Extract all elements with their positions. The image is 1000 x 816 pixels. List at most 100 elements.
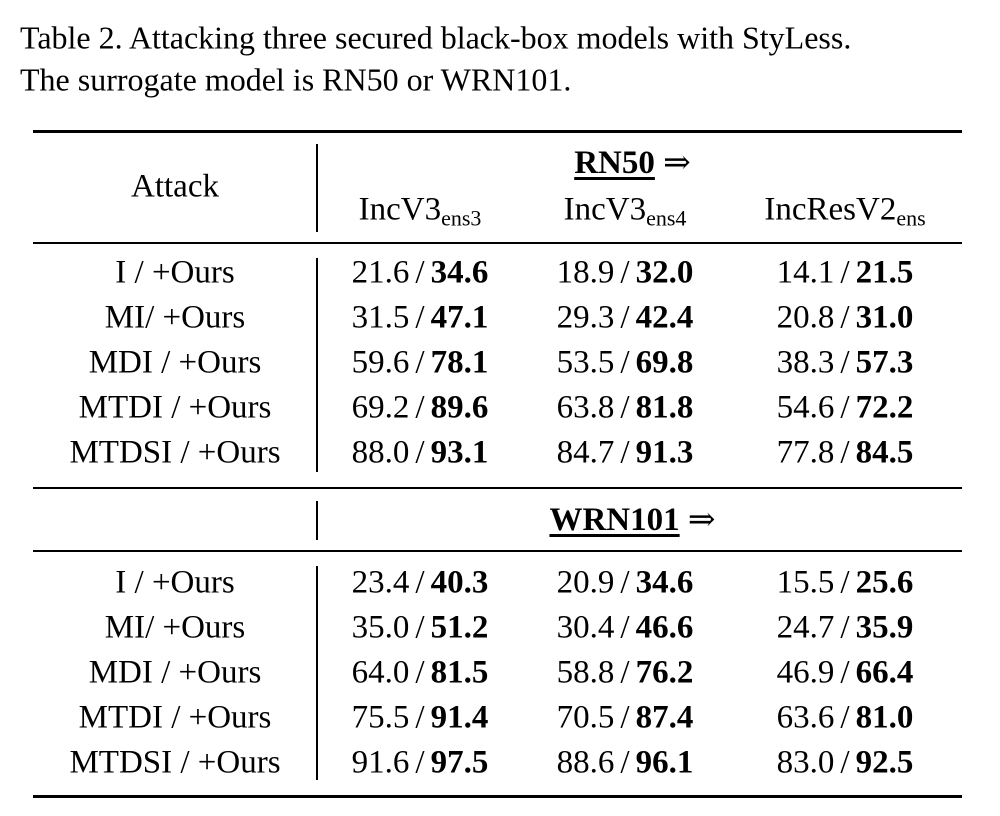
ours-value: 35.9 [855, 609, 914, 646]
ours-value: 72.2 [855, 389, 914, 426]
separator: / [415, 254, 425, 291]
ours-value: 91.3 [635, 434, 694, 471]
baseline-value: 91.6 [351, 744, 410, 781]
baseline-value: 38.3 [776, 344, 835, 381]
ours-value: 34.6 [635, 564, 694, 601]
rule [33, 550, 962, 552]
ours-value: 42.4 [635, 299, 694, 336]
table-cell: 88.6/96.1 [557, 745, 694, 782]
separator: / [415, 434, 425, 471]
baseline-value: 14.1 [776, 254, 835, 291]
separator: / [840, 344, 850, 381]
table-cell: 84.7/91.3 [557, 435, 694, 472]
column-header: IncV3ens3 [358, 191, 482, 231]
column-subscript: ens4 [646, 205, 687, 231]
ours-value: 92.5 [855, 744, 914, 781]
baseline-value: 23.4 [351, 564, 410, 601]
caption-line: The surrogate model is RN50 or WRN101. [20, 61, 572, 98]
separator: / [840, 389, 850, 426]
baseline-value: 30.4 [556, 609, 615, 646]
table-cell: 15.5/25.6 [777, 565, 914, 602]
column-name: IncV3 [358, 191, 442, 228]
baseline-value: 69.2 [351, 389, 410, 426]
table-cell: 21.6/34.6 [352, 255, 489, 292]
rule [33, 242, 962, 244]
ours-value: 81.8 [635, 389, 694, 426]
baseline-value: 88.6 [556, 744, 615, 781]
column-name: IncV3 [563, 191, 647, 228]
baseline-value: 59.6 [351, 344, 410, 381]
separator: / [840, 564, 850, 601]
ours-value: 89.6 [430, 389, 489, 426]
attack-name: MI/ +Ours [104, 299, 246, 336]
baseline-value: 84.7 [556, 434, 615, 471]
ours-value: 78.1 [430, 344, 489, 381]
ours-value: 96.1 [635, 744, 694, 781]
attack-name: MTDSI / +Ours [69, 744, 281, 781]
rule [33, 130, 962, 133]
baseline-value: 77.8 [776, 434, 835, 471]
group-header: RN50 ⇒ [574, 142, 691, 182]
baseline-value: 64.0 [351, 654, 410, 691]
table-cell: 18.9/32.0 [557, 255, 694, 292]
column-subscript: ens [896, 205, 926, 231]
rule [316, 258, 318, 472]
separator: / [840, 434, 850, 471]
separator: / [620, 564, 630, 601]
baseline-value: 18.9 [556, 254, 615, 291]
column-name: IncResV2 [764, 191, 897, 228]
rule [316, 566, 318, 780]
ours-value: 81.5 [430, 654, 489, 691]
baseline-value: 20.9 [556, 564, 615, 601]
ours-value: 57.3 [855, 344, 914, 381]
separator: / [620, 654, 630, 691]
baseline-value: 35.0 [351, 609, 410, 646]
caption-line: Table 2. Attacking three secured black-b… [20, 19, 852, 56]
separator: / [840, 254, 850, 291]
rule [33, 795, 962, 798]
attack-header: Attack [131, 168, 219, 205]
table-cell: 20.9/34.6 [557, 565, 694, 602]
separator: / [415, 609, 425, 646]
separator: / [620, 699, 630, 736]
separator: / [620, 254, 630, 291]
column-header: IncResV2ens [764, 191, 926, 231]
ours-value: 84.5 [855, 434, 914, 471]
table-cell: 83.0/92.5 [777, 745, 914, 782]
table-cell: 91.6/97.5 [352, 745, 489, 782]
baseline-value: 24.7 [776, 609, 835, 646]
baseline-value: 75.5 [351, 699, 410, 736]
separator: / [415, 744, 425, 781]
arrow: ⇒ [687, 502, 716, 538]
ours-value: 69.8 [635, 344, 694, 381]
baseline-value: 54.6 [776, 389, 835, 426]
separator: / [415, 299, 425, 336]
ours-value: 51.2 [430, 609, 489, 646]
table-cell: 35.0/51.2 [352, 610, 489, 647]
ours-value: 46.6 [635, 609, 694, 646]
table-cell: 24.7/35.9 [777, 610, 914, 647]
table-cell: 59.6/78.1 [352, 345, 489, 382]
table-cell: 53.5/69.8 [557, 345, 694, 382]
separator: / [620, 389, 630, 426]
rule [316, 501, 318, 540]
table-cell: 63.6/81.0 [777, 700, 914, 737]
attack-name: MDI / +Ours [88, 344, 262, 381]
attack-name: MTDI / +Ours [78, 389, 272, 426]
baseline-value: 29.3 [556, 299, 615, 336]
separator: / [620, 299, 630, 336]
table-cell: 70.5/87.4 [557, 700, 694, 737]
ours-value: 34.6 [430, 254, 489, 291]
separator: / [840, 299, 850, 336]
ours-value: 91.4 [430, 699, 489, 736]
table-cell: 38.3/57.3 [777, 345, 914, 382]
attack-name: I / +Ours [115, 564, 235, 601]
separator: / [620, 744, 630, 781]
separator: / [840, 744, 850, 781]
baseline-value: 21.6 [351, 254, 410, 291]
column-subscript: ens3 [441, 205, 482, 231]
baseline-value: 63.8 [556, 389, 615, 426]
ours-value: 47.1 [430, 299, 489, 336]
baseline-value: 20.8 [776, 299, 835, 336]
baseline-value: 83.0 [776, 744, 835, 781]
